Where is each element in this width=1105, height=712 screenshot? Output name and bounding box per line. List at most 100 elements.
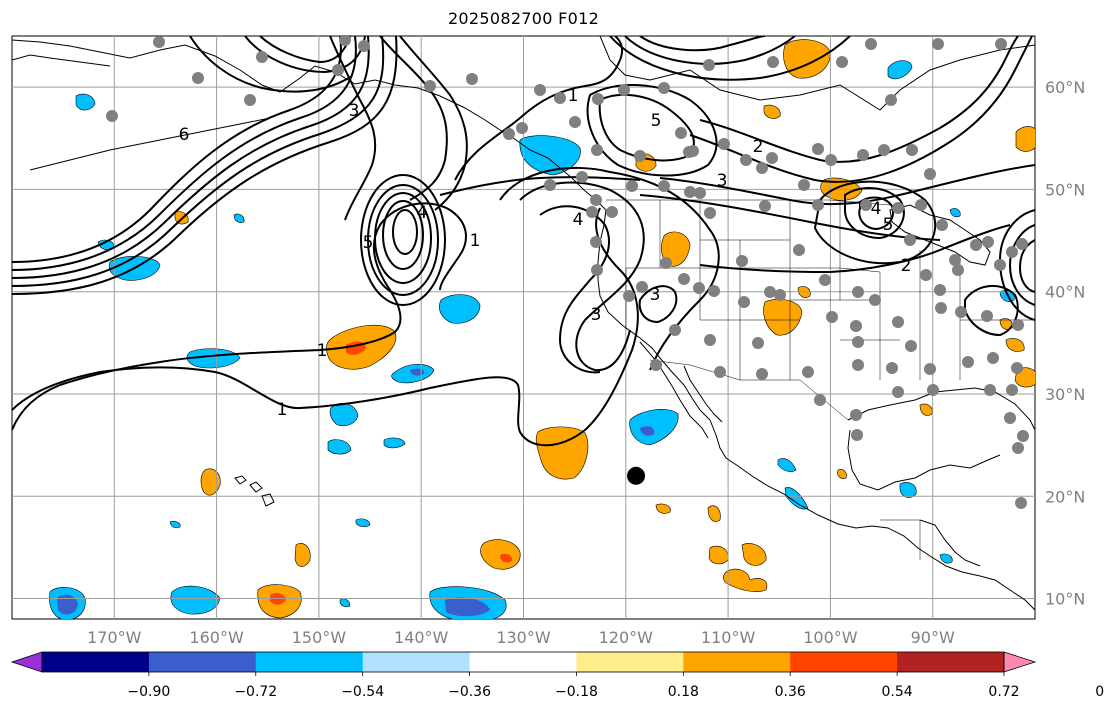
station-dot <box>892 386 904 398</box>
colorbar-segment <box>255 652 364 672</box>
contour-swirl <box>399 36 468 211</box>
contour-2-east <box>699 224 1011 274</box>
station-dot <box>736 255 748 267</box>
station-dot <box>752 337 764 349</box>
colorbar-tick-label: −0.90 <box>127 684 170 700</box>
station-dot <box>851 429 863 441</box>
station-dot <box>516 122 528 134</box>
station-dot <box>1012 319 1024 331</box>
colorbar-extend-low <box>10 651 43 673</box>
station-dot <box>935 302 947 314</box>
station-dot <box>952 264 964 276</box>
lon-label: 130°W <box>496 628 551 647</box>
longitude-labels: 170°W 160°W 150°W 140°W 130°W 120°W 110°W 100°W… <box>87 628 955 647</box>
colorbar-segment <box>683 652 791 672</box>
contour-east <box>639 194 941 241</box>
station-dot <box>718 138 730 150</box>
station-dot <box>590 236 602 248</box>
contour-label: 3 <box>717 171 728 191</box>
warm-patch <box>294 542 311 567</box>
lon-label: 90°W <box>911 628 955 647</box>
contour-label: 3 <box>650 285 661 305</box>
station-dot <box>857 149 869 161</box>
lat-label: 50°N <box>1045 180 1085 199</box>
lat-label: 40°N <box>1045 283 1085 302</box>
contour-label: 5 <box>883 215 894 235</box>
lon-label: 160°W <box>189 628 244 647</box>
jet-contour <box>12 36 357 271</box>
contour-labels: 1 1 1 1 2 2 3 3 3 3 4 4 4 5 5 5 6 <box>179 86 912 420</box>
station-dot <box>1016 238 1028 250</box>
warm-patch <box>200 468 221 496</box>
colorbar-tick-label: −0.54 <box>341 684 384 700</box>
north-coast <box>599 36 1035 111</box>
contour-north-canada <box>639 36 766 52</box>
station-dot <box>852 359 864 371</box>
station-dot <box>544 179 556 191</box>
station-dot <box>756 368 768 380</box>
contour-3-west <box>519 181 645 372</box>
station-dot <box>932 38 944 50</box>
colorbar-extend-high <box>1003 651 1037 673</box>
contour-label: 4 <box>573 210 584 230</box>
colorbar-tick-label: 0.18 <box>668 684 699 700</box>
station-dot <box>503 128 515 140</box>
station-dot <box>650 359 662 371</box>
station-dot <box>878 144 890 156</box>
station-dot <box>759 200 771 212</box>
station-dot <box>693 282 705 294</box>
station-dot <box>949 254 961 266</box>
station-dot <box>554 92 566 104</box>
station-dot <box>886 362 898 374</box>
station-dot <box>904 234 916 246</box>
contour-label: 5 <box>363 233 374 253</box>
station-dots <box>106 36 1029 509</box>
station-dot <box>924 363 936 375</box>
station-dot <box>793 244 805 256</box>
north-america-coast <box>12 39 1035 611</box>
lat-label: 10°N <box>1045 590 1085 609</box>
chart-title: 2025082700 F012 <box>447 9 600 28</box>
contour-3-inland <box>638 285 678 324</box>
station-dot <box>812 199 824 211</box>
station-dot <box>740 154 752 166</box>
colorbar: −0.90 −0.72 −0.54 −0.36 −0.18 0.18 0.36 0.54 0.7… <box>10 651 1105 700</box>
station-dot <box>658 180 670 192</box>
station-dot <box>865 38 877 50</box>
station-dot <box>981 310 993 322</box>
station-dot <box>256 51 268 63</box>
colorbar-tick-label: 0.72 <box>988 684 1019 700</box>
aleutian-islands <box>29 117 271 171</box>
colorbar-segment <box>148 652 257 672</box>
station-dot <box>618 84 630 96</box>
colorbar-segment <box>576 652 684 672</box>
station-dot <box>994 259 1006 271</box>
cool-patch <box>439 294 481 324</box>
warm-patch <box>741 543 767 566</box>
station-dot <box>684 186 696 198</box>
contour-east <box>699 36 1019 163</box>
jet-contour <box>12 36 370 279</box>
jet-contour <box>12 36 385 287</box>
cool-patch <box>784 487 809 510</box>
station-dot <box>955 306 967 318</box>
lat-label: 30°N <box>1045 385 1085 404</box>
colorbar-segment <box>897 652 1005 672</box>
station-dot <box>984 384 996 396</box>
station-dot <box>678 273 690 285</box>
asia-coast <box>12 54 111 67</box>
station-dot <box>636 281 648 293</box>
station-dot <box>1012 442 1024 454</box>
cool-patch <box>75 93 96 111</box>
station-dot <box>634 150 646 162</box>
station-dot <box>1004 412 1016 424</box>
station-dot <box>738 296 750 308</box>
station-dot <box>576 171 588 183</box>
warm-patch <box>655 503 671 514</box>
station-dot <box>339 36 351 46</box>
contour-1-south-b <box>12 207 639 447</box>
cool-patch <box>383 437 406 449</box>
station-dot <box>623 290 635 302</box>
cool-patch <box>777 458 797 472</box>
